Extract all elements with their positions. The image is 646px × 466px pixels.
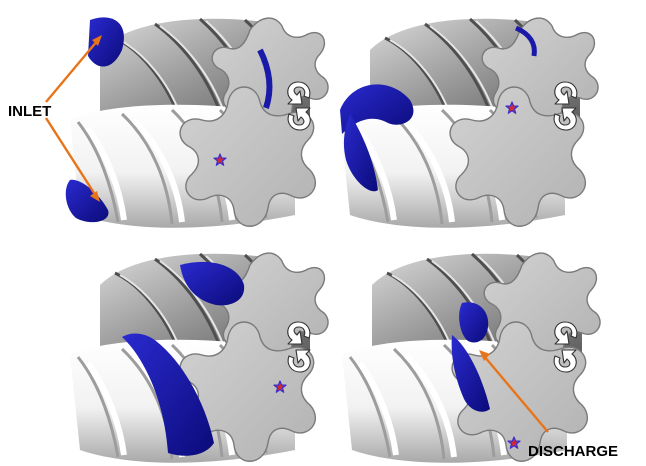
pocket-compress-top — [180, 261, 245, 306]
inlet-label: INLET — [8, 103, 51, 120]
pocket-discharge-main — [451, 335, 490, 412]
panel-stage-2 — [340, 18, 598, 228]
arrowhead-icon — [92, 35, 102, 46]
rotor-pair — [342, 253, 600, 463]
pocket-trapped-top — [340, 84, 414, 134]
inlet-arrow-top — [45, 39, 99, 103]
pocket-edge — [257, 48, 273, 109]
arrowhead-icon — [90, 191, 100, 202]
pocket-inlet-top — [88, 17, 124, 67]
discharge-label: DISCHARGE — [528, 443, 618, 460]
panel-stage-4 — [342, 253, 600, 463]
inlet-arrow-bottom — [44, 117, 98, 197]
pocket-inlet-bottom — [65, 179, 109, 223]
pocket-discharge-top — [459, 302, 489, 343]
pocket-edge — [514, 25, 537, 57]
panel-stage-1 — [65, 17, 328, 227]
pocket-trapped-lower — [343, 114, 378, 192]
discharge-arrow — [483, 355, 549, 433]
arrowhead-icon — [479, 350, 490, 361]
pocket-compress-main — [122, 333, 214, 456]
panel-stage-3 — [70, 253, 328, 463]
